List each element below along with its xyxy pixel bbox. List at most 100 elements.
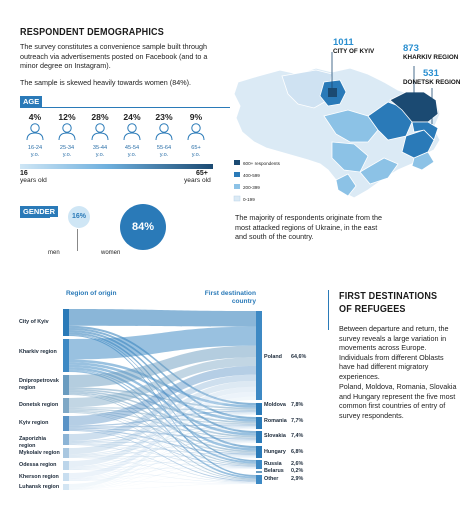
- sankey-flow: [69, 427, 256, 440]
- sankey-flow: [69, 364, 256, 436]
- origin-label: Zaporizhia region: [19, 436, 46, 449]
- age-group: 28% 35-44 y.o.: [85, 112, 115, 158]
- dest-title: First destination country: [204, 290, 256, 305]
- age-range: 35-44: [92, 145, 108, 151]
- destination-name: Romania: [264, 418, 287, 424]
- sankey-flow: [69, 357, 256, 408]
- sankey-flow: [69, 326, 256, 360]
- sankey-flow: [69, 442, 256, 490]
- age-pct: 24%: [123, 112, 141, 122]
- destination-pct: 7,7%: [291, 418, 304, 424]
- age-pct: 4%: [28, 112, 42, 122]
- sankey-flow: [69, 330, 256, 434]
- map-region-dnipropetrovsk: [367, 101, 413, 141]
- age-range: 25-34: [59, 145, 75, 151]
- age-group: 23% 55-64 y.o.: [149, 112, 179, 158]
- legend-swatch-0: [233, 195, 241, 202]
- sankey-flow: [69, 468, 256, 481]
- refugees-title-1: FIRST DESTINATIONS: [339, 290, 438, 302]
- sankey-flow: [69, 457, 256, 490]
- sankey-flow: [69, 430, 256, 482]
- sankey-flow: [69, 457, 256, 483]
- sankey-flow: [69, 414, 256, 489]
- gender-tag-rule: [20, 206, 50, 218]
- donetsk-count: 531: [423, 68, 439, 79]
- origin-label: Kyiv region: [19, 420, 49, 426]
- sankey-flow: [69, 411, 256, 466]
- destination-pct: 2,9%: [291, 476, 304, 482]
- destination-name: Moldova: [264, 402, 286, 408]
- destination-bar: [256, 403, 262, 415]
- destination-bar: [256, 431, 262, 443]
- donetsk-label: DONETSK REGION: [403, 79, 461, 86]
- age-gradient-bar: [20, 164, 213, 169]
- sankey-flow: [69, 441, 256, 480]
- person-icon: [123, 123, 141, 141]
- age-group: 24% 45-54 y.o.: [117, 112, 147, 158]
- sankey-flow: [69, 332, 256, 449]
- sankey-flow: [69, 359, 256, 408]
- sankey-flow: [69, 345, 256, 388]
- destination-name: Other: [264, 476, 279, 482]
- origin-label: Odessa region: [19, 462, 57, 468]
- age-pct: 9%: [189, 112, 203, 122]
- sankey-flow: [69, 412, 256, 481]
- sankey-bars: [63, 309, 262, 490]
- age-range: 65+: [191, 145, 201, 151]
- origin-bar: [63, 416, 69, 431]
- sankey-flow: [69, 392, 256, 453]
- demographics-intro: The survey constitutes a convenience sam…: [20, 42, 208, 70]
- sankey-flow: [69, 410, 256, 454]
- destination-name: Hungary: [264, 449, 286, 455]
- sankey-flows: [69, 309, 256, 490]
- origin-bar: [63, 434, 69, 445]
- men-label: men: [48, 250, 60, 256]
- legend-200: 200-399: [243, 185, 260, 190]
- destination-bar: [256, 475, 262, 484]
- sankey-flow: [69, 365, 256, 426]
- age-min-unit: years old: [20, 177, 47, 184]
- person-icon: [26, 123, 44, 141]
- age-group: 9% 65+ y.o.: [181, 112, 211, 158]
- map-region-dnipro-west: [323, 109, 379, 143]
- origin-title: Region of origin: [66, 290, 117, 297]
- sankey-flow: [69, 456, 256, 470]
- map-region-odessa: [335, 173, 357, 197]
- sankey-flow: [69, 413, 256, 479]
- sankey-flow: [69, 429, 256, 467]
- legend-400: 400-599: [243, 173, 260, 178]
- demographics-skew: The sample is skewed heavily towards wom…: [20, 78, 191, 87]
- women-circle: 84%: [120, 204, 166, 250]
- map-city-kyiv: [328, 88, 337, 97]
- destination-pct: 7,4%: [291, 433, 304, 439]
- age-tag: AGE: [20, 96, 43, 107]
- age-pct: 12%: [58, 112, 76, 122]
- sankey-flow: [69, 387, 256, 410]
- legend-0: 0-199: [243, 197, 255, 202]
- men-leader: [77, 229, 78, 251]
- origin-label: Luhansk region: [19, 483, 60, 490]
- sankey-flow: [69, 444, 256, 483]
- destination-pct: 64,6%: [291, 354, 307, 360]
- origin-bar: [63, 398, 69, 413]
- sankey-flow: [69, 443, 256, 456]
- destination-name: Belarus: [264, 468, 284, 474]
- men-circle: 16%: [68, 206, 90, 228]
- sankey-flow: [69, 374, 256, 441]
- sankey-flow: [69, 408, 256, 425]
- destination-name: Russia: [264, 461, 282, 467]
- age-unit: y.o.: [127, 151, 137, 158]
- ukraine-map: [233, 52, 441, 202]
- sankey-flow: [69, 362, 256, 422]
- age-tag-rule: [20, 96, 230, 108]
- sankey-flow: [69, 425, 256, 443]
- sankey-flow: [69, 327, 256, 420]
- destination-bar: [256, 417, 262, 429]
- sankey-flow: [69, 412, 256, 455]
- origin-label: Mykolaiv region: [19, 449, 60, 456]
- origin-bar: [63, 375, 69, 395]
- sankey-flow: [69, 428, 256, 489]
- sankey-flow: [69, 468, 256, 490]
- person-icon: [155, 123, 173, 141]
- destination-pct: 0,2%: [291, 468, 304, 474]
